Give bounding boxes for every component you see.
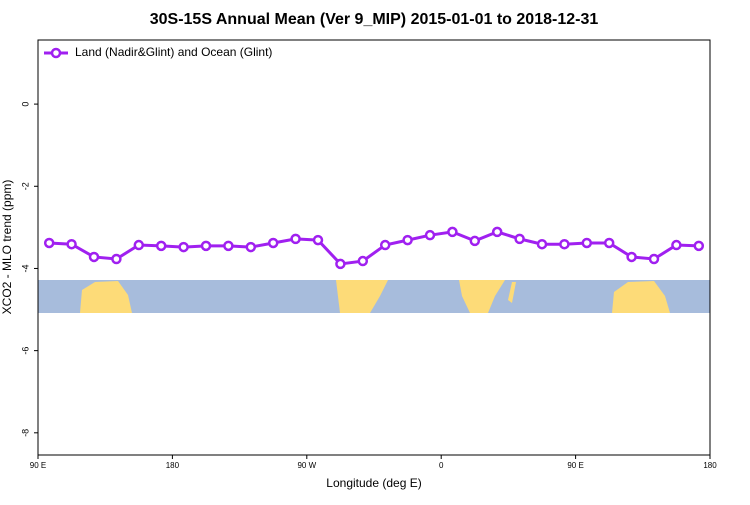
point: [267, 237, 279, 249]
point: [66, 238, 77, 250]
x-tick-label: 180: [166, 461, 180, 470]
point: [200, 240, 212, 252]
y-tick-label: -6: [20, 347, 30, 355]
point: [536, 238, 548, 250]
map-band: [38, 280, 710, 313]
y-tick-label: -8: [20, 429, 30, 437]
point: [603, 237, 615, 249]
y-tick-label: 0: [20, 102, 30, 107]
land: [80, 281, 132, 313]
point: [312, 234, 324, 246]
y-tick-label: -4: [20, 264, 30, 272]
y-axis-label: XCO2 - MLO trend (ppm): [0, 180, 14, 315]
point: [245, 241, 257, 253]
legend-label: Land (Nadir&Glint) and Ocean (Glint): [75, 45, 272, 59]
point: [581, 237, 593, 249]
point: [88, 251, 100, 263]
plot-frame: [37, 39, 711, 456]
x-tick-label: 0: [439, 461, 444, 470]
legend-marker: [50, 47, 62, 59]
y-tick-label: -2: [20, 182, 30, 190]
point: [469, 235, 481, 247]
point: [155, 240, 167, 252]
x-tick-label: 90 E: [567, 461, 583, 470]
point: [335, 258, 346, 270]
x-tick-label: 90 W: [297, 461, 316, 470]
point: [43, 237, 55, 249]
point: [648, 253, 660, 265]
point: [514, 233, 525, 245]
land: [336, 280, 388, 313]
point: [424, 229, 436, 241]
point: [693, 240, 705, 252]
land: [508, 282, 516, 303]
point: [559, 238, 570, 250]
land: [459, 280, 505, 313]
series-line: [49, 230, 699, 266]
point: [671, 239, 682, 251]
x-tick-label: 90 E: [30, 461, 46, 470]
point: [447, 226, 458, 238]
point: [133, 239, 145, 251]
x-tick-label: 180: [703, 461, 717, 470]
point: [491, 226, 503, 238]
x-axis-label: Longitude (deg E): [326, 476, 421, 490]
point: [223, 240, 234, 252]
point: [357, 255, 369, 267]
point: [178, 241, 189, 253]
point: [290, 233, 301, 245]
chart-title: 30S-15S Annual Mean (Ver 9_MIP) 2015-01-…: [150, 11, 599, 28]
point: [402, 234, 413, 246]
point: [379, 239, 391, 251]
point: [111, 253, 122, 265]
land: [612, 281, 670, 313]
point: [626, 251, 637, 263]
